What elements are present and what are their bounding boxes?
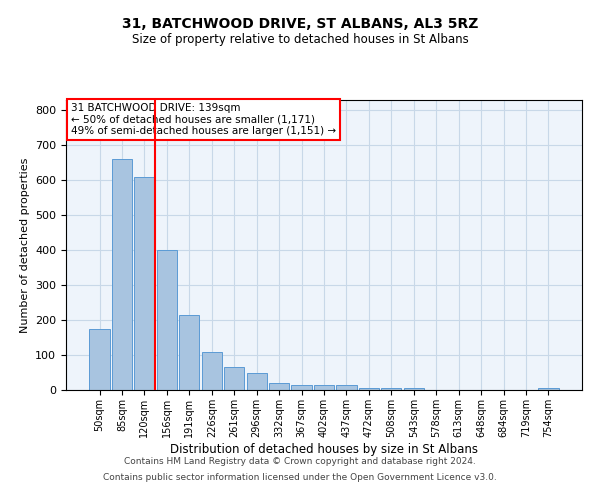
Bar (538, 388, 559, 390)
Bar (359, 388, 379, 390)
Bar (247, 372, 267, 390)
Bar (224, 368, 244, 390)
Bar (157, 250, 177, 390)
Bar (404, 388, 424, 390)
Bar (202, 352, 222, 390)
Bar (314, 385, 334, 390)
Text: Contains HM Land Registry data © Crown copyright and database right 2024.: Contains HM Land Registry data © Crown c… (124, 458, 476, 466)
Bar (292, 385, 311, 390)
Y-axis label: Number of detached properties: Number of detached properties (20, 158, 29, 332)
Text: 31 BATCHWOOD DRIVE: 139sqm
← 50% of detached houses are smaller (1,171)
49% of s: 31 BATCHWOOD DRIVE: 139sqm ← 50% of deta… (71, 103, 336, 136)
Bar (134, 177, 155, 390)
Bar (112, 160, 132, 390)
Text: Contains public sector information licensed under the Open Government Licence v3: Contains public sector information licen… (103, 472, 497, 482)
Bar (89, 329, 110, 390)
Bar (269, 383, 289, 390)
Bar (179, 315, 199, 390)
Bar (381, 388, 401, 390)
X-axis label: Distribution of detached houses by size in St Albans: Distribution of detached houses by size … (170, 442, 478, 456)
Bar (337, 386, 356, 390)
Text: 31, BATCHWOOD DRIVE, ST ALBANS, AL3 5RZ: 31, BATCHWOOD DRIVE, ST ALBANS, AL3 5RZ (122, 18, 478, 32)
Text: Size of property relative to detached houses in St Albans: Size of property relative to detached ho… (131, 32, 469, 46)
